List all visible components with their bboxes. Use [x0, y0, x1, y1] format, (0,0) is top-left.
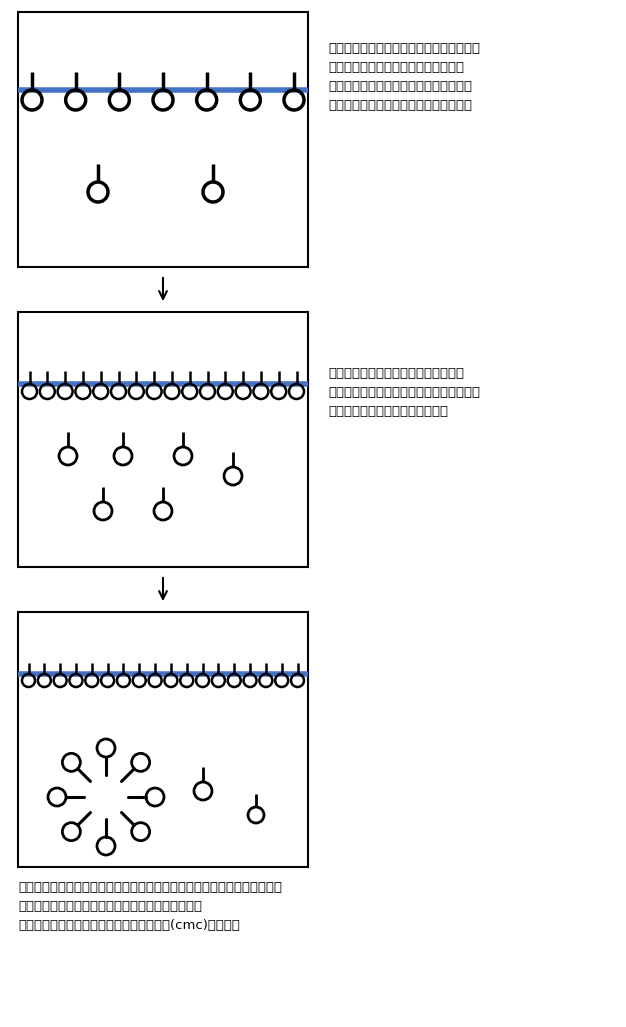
Text: それに伴い表面張力は急激に低下する。: それに伴い表面張力は急激に低下する。 [328, 99, 472, 112]
Bar [18, 612, 308, 867]
Text: 表面張力は変化せず一定となる。: 表面張力は変化せず一定となる。 [328, 405, 448, 418]
Bar [18, 12, 308, 267]
Text: 水相表面の界面活性剤が飽和するまでは、: 水相表面の界面活性剤が飽和するまでは、 [328, 42, 480, 55]
Text: 水相表面の界面活性剤の濃度も上昇し、: 水相表面の界面活性剤の濃度も上昇し、 [328, 80, 472, 93]
Text: ミセル形成が始まる濃度を臨界ミセル濃度(cmc)と呼ぶ。: ミセル形成が始まる濃度を臨界ミセル濃度(cmc)と呼ぶ。 [18, 919, 240, 931]
Text: 溶液の界面活性剤濃度が上昇すると、: 溶液の界面活性剤濃度が上昇すると、 [328, 61, 464, 74]
Text: 水中で界面活性剤はミセルを形成するようになる。: 水中で界面活性剤はミセルを形成するようになる。 [18, 900, 202, 913]
Text: それ以降、界面活性剤の濃度が上昇しても: それ以降、界面活性剤の濃度が上昇しても [328, 386, 480, 400]
Text: 水相表面の界面活性剤が飽和すると、: 水相表面の界面活性剤が飽和すると、 [328, 367, 464, 380]
Text: 表面の界面活性剤が飽和した後、さらに界面活性剤の濃度が上昇すると、: 表面の界面活性剤が飽和した後、さらに界面活性剤の濃度が上昇すると、 [18, 881, 282, 893]
Bar [18, 312, 308, 567]
